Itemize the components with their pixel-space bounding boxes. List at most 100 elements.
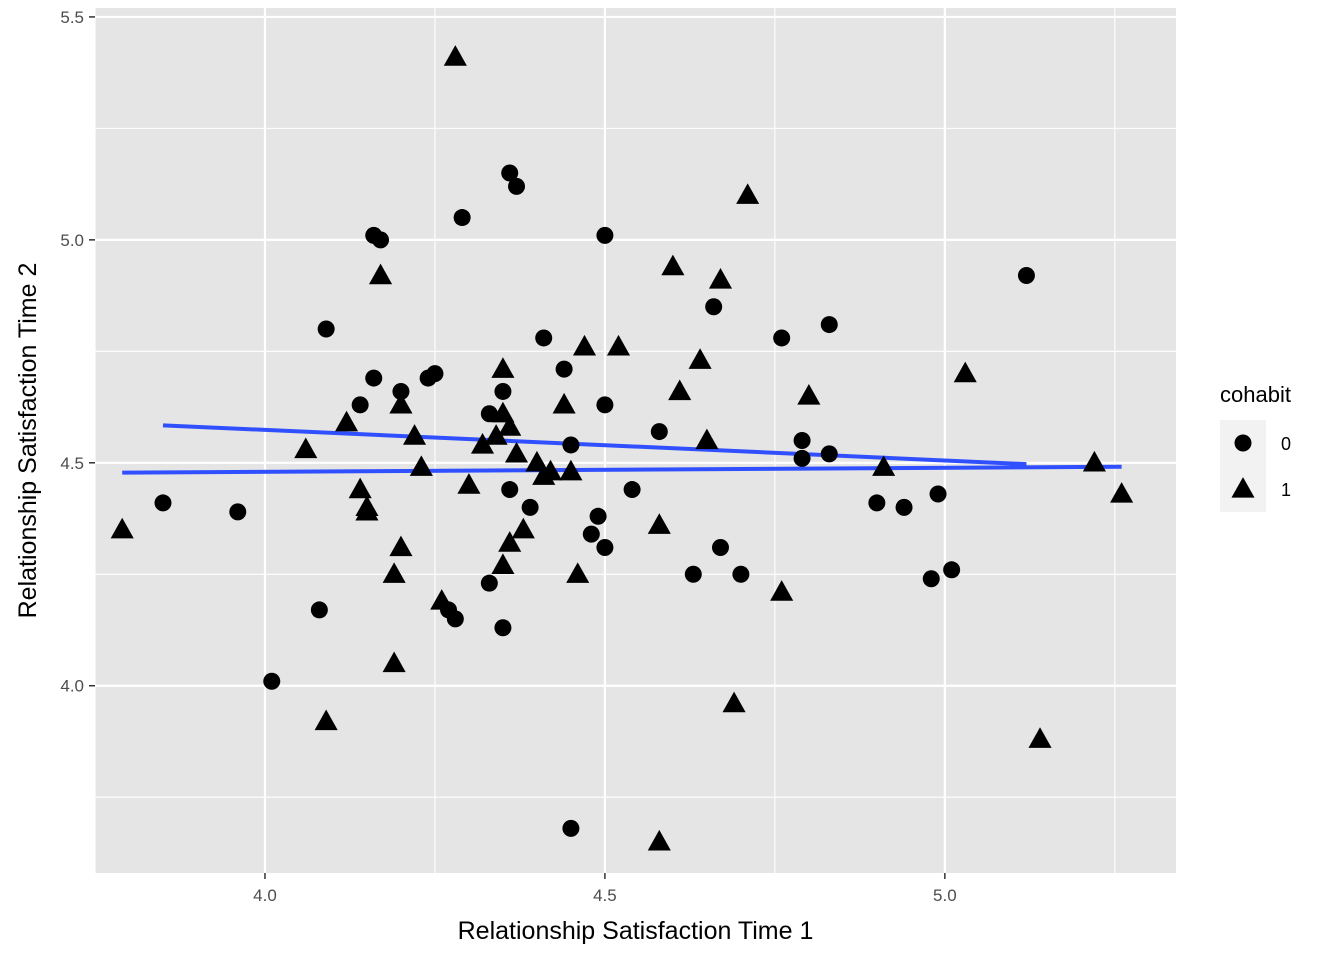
point-cohabit-1 [559,459,583,481]
point-cohabit-0 [426,365,444,383]
point-cohabit-1 [1082,450,1106,472]
point-cohabit-0 [535,329,553,347]
point-cohabit-1 [511,517,535,539]
point-cohabit-1 [572,334,597,356]
point-cohabit-1 [335,410,359,432]
point-cohabit-1 [430,589,454,610]
point-cohabit-1 [314,709,338,731]
legend-title: cohabit [1220,382,1291,407]
point-cohabit-1 [770,580,794,601]
y-tick-label: 4.0 [60,677,84,696]
point-cohabit-1 [443,45,467,66]
point-cohabit-0 [711,539,729,557]
point-cohabit-1 [498,531,522,552]
point-cohabit-0 [365,369,383,387]
point-cohabit-1 [382,651,406,673]
point-cohabit-0 [317,320,335,338]
point-cohabit-0 [501,481,519,499]
point-cohabit-1 [504,441,529,463]
point-cohabit-0 [589,507,607,525]
point-cohabit-1 [470,433,495,454]
point-cohabit-1 [736,183,760,204]
point-cohabit-0 [596,226,614,244]
point-cohabit-0 [562,819,580,837]
y-tick-label: 5.0 [60,231,84,250]
point-cohabit-0 [623,481,641,499]
point-cohabit-0 [793,432,811,449]
point-cohabit-0 [929,485,947,503]
point-cohabit-1 [552,392,576,414]
point-cohabit-1 [294,437,318,459]
point-cohabit-1 [668,379,692,401]
point-cohabit-0 [555,360,573,378]
point-cohabit-1 [708,268,733,289]
point-cohabit-0 [943,561,961,579]
plot-panel [95,8,1176,873]
y-tick-label: 5.5 [60,8,84,27]
x-axis-title: Relationship Satisfaction Time 1 [458,917,814,945]
fit-line-1 [122,464,1122,475]
point-cohabit-0 [820,316,838,334]
legend: cohabit 0 1 [1220,382,1291,512]
point-cohabit-0 [351,396,369,414]
point-cohabit-0 [229,503,247,521]
point-cohabit-0 [820,445,838,463]
point-cohabit-0 [582,525,600,543]
point-cohabit-0 [372,231,390,249]
point-cohabit-0 [480,405,498,423]
point-cohabit-0 [494,619,512,637]
y-axis-title: Relationship Satisfaction Time 2 [14,263,42,619]
point-cohabit-0 [154,494,172,512]
x-tick-label: 4.0 [253,886,277,905]
legend-triangle-icon [1231,477,1255,498]
point-cohabit-0 [596,539,614,557]
point-cohabit-1 [1028,727,1052,748]
point-cohabit-0 [650,423,668,441]
point-cohabit-0 [562,436,580,454]
point-cohabit-1 [491,357,515,378]
point-cohabit-0 [480,574,498,592]
point-cohabit-1 [389,392,413,414]
point-cohabit-0 [508,177,526,195]
legend-label: 1 [1281,480,1291,500]
x-tick-label: 4.5 [593,886,617,905]
point-cohabit-0 [392,382,410,400]
legend-label: 0 [1281,434,1291,454]
point-cohabit-1 [695,428,719,450]
point-cohabit-1 [355,499,379,521]
point-cohabit-0 [263,672,281,690]
point-cohabit-1 [368,263,393,285]
legend-circle-icon [1234,434,1252,452]
point-cohabit-0 [868,494,886,512]
point-cohabit-1 [457,473,481,494]
point-cohabit-1 [389,535,413,557]
point-cohabit-0 [521,498,539,516]
point-cohabit-1 [647,829,671,851]
point-cohabit-0 [1017,267,1035,285]
point-cohabit-0 [596,396,614,414]
point-cohabit-1 [606,334,631,356]
point-cohabit-0 [773,329,791,347]
point-cohabit-1 [538,459,563,481]
point-cohabit-1 [110,517,134,539]
point-cohabit-1 [797,383,821,405]
x-tick-label: 5.0 [933,886,957,905]
point-cohabit-1 [872,455,896,476]
point-cohabit-1 [661,254,685,276]
point-cohabit-1 [647,513,671,534]
point-cohabit-0 [732,565,750,583]
point-cohabit-0 [705,298,723,316]
point-cohabit-0 [793,449,811,467]
point-cohabit-1 [722,691,746,713]
point-cohabit-1 [953,361,977,383]
data-points [110,45,1134,851]
point-cohabit-1 [348,477,372,499]
point-cohabit-1 [382,562,406,583]
point-cohabit-0 [684,565,702,583]
point-cohabit-1 [566,562,590,583]
point-cohabit-0 [453,209,471,227]
point-cohabit-0 [895,498,913,516]
point-cohabit-0 [501,164,519,182]
